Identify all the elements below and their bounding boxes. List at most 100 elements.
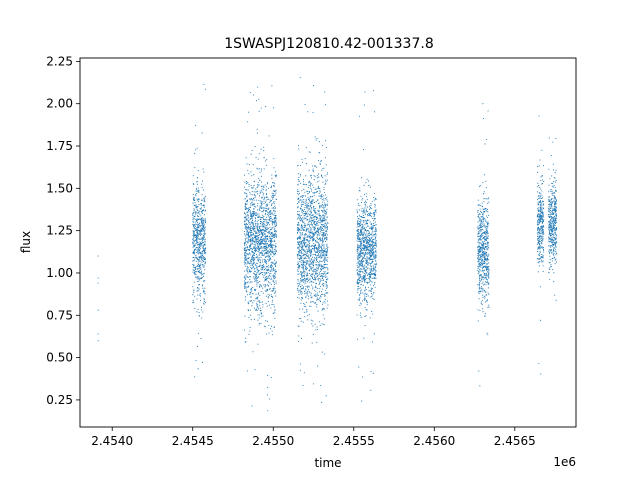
- data-point: [275, 252, 277, 254]
- data-point: [322, 220, 325, 222]
- data-point: [308, 295, 310, 297]
- data-point: [195, 236, 197, 239]
- data-point: [316, 258, 318, 260]
- data-point: [258, 98, 260, 100]
- data-point: [244, 257, 246, 259]
- data-point: [193, 227, 195, 229]
- data-point: [260, 301, 262, 303]
- data-point: [199, 272, 201, 274]
- data-point: [314, 323, 316, 325]
- data-point: [325, 220, 327, 222]
- data-point: [364, 247, 366, 250]
- data-point: [252, 276, 255, 278]
- data-point: [368, 253, 370, 255]
- data-point: [298, 258, 300, 260]
- data-point: [250, 204, 252, 206]
- data-point: [307, 285, 309, 287]
- data-point: [356, 240, 358, 242]
- data-point: [311, 244, 313, 246]
- data-point: [255, 247, 257, 249]
- data-point: [257, 184, 259, 186]
- data-point: [306, 202, 308, 204]
- data-point: [254, 263, 256, 265]
- data-point: [203, 250, 205, 252]
- data-point: [258, 254, 260, 256]
- data-point: [313, 250, 315, 252]
- data-point: [316, 230, 319, 232]
- data-point: [202, 275, 205, 277]
- data-point: [246, 253, 248, 255]
- data-point: [274, 317, 276, 319]
- data-point: [482, 308, 484, 310]
- data-point: [301, 256, 303, 258]
- data-point: [301, 298, 303, 300]
- data-point: [318, 213, 320, 215]
- data-point: [252, 265, 254, 267]
- data-point: [312, 226, 314, 228]
- data-point: [195, 238, 198, 240]
- data-point: [264, 273, 266, 275]
- data-point: [256, 167, 258, 169]
- data-point: [250, 296, 252, 298]
- data-point: [359, 247, 361, 249]
- data-point: [249, 236, 251, 238]
- data-point: [477, 255, 479, 257]
- data-point: [265, 189, 267, 191]
- data-point: [258, 300, 260, 302]
- data-point: [368, 276, 370, 278]
- data-point: [192, 239, 194, 241]
- data-point: [261, 250, 263, 252]
- data-point: [244, 341, 246, 343]
- data-point: [364, 278, 366, 281]
- data-point: [373, 90, 375, 92]
- data-point: [261, 203, 263, 205]
- data-point: [259, 210, 261, 212]
- data-point: [257, 266, 259, 268]
- data-point: [306, 252, 308, 254]
- data-point: [203, 198, 205, 200]
- data-point: [326, 266, 328, 268]
- data-point: [365, 286, 367, 288]
- data-point: [325, 229, 327, 231]
- data-point: [308, 213, 310, 215]
- data-point: [256, 190, 259, 192]
- data-point: [372, 285, 375, 287]
- data-point: [315, 329, 317, 331]
- data-point: [317, 292, 319, 294]
- data-point: [193, 252, 195, 254]
- data-point: [297, 201, 299, 203]
- data-point: [274, 227, 276, 229]
- data-point: [299, 252, 301, 254]
- data-point: [370, 214, 372, 216]
- data-point: [324, 222, 326, 224]
- data-point: [193, 291, 195, 293]
- data-point: [262, 266, 265, 268]
- data-point: [362, 277, 364, 279]
- data-point: [321, 277, 323, 279]
- data-point: [259, 258, 261, 260]
- data-point: [258, 239, 260, 241]
- data-point: [321, 243, 323, 245]
- data-point: [312, 301, 314, 303]
- data-point: [267, 187, 270, 189]
- data-point: [298, 190, 300, 192]
- data-point: [272, 262, 274, 264]
- data-point: [321, 144, 323, 146]
- data-point: [374, 254, 376, 256]
- data-point: [298, 177, 300, 179]
- data-point: [262, 254, 264, 256]
- data-point: [197, 225, 199, 227]
- data-point: [361, 259, 363, 261]
- data-point: [314, 244, 316, 246]
- data-point: [270, 249, 272, 252]
- data-point: [201, 241, 203, 243]
- data-point: [254, 197, 256, 199]
- data-point: [266, 223, 269, 225]
- data-point: [324, 275, 326, 277]
- data-point: [201, 251, 203, 253]
- data-point: [312, 184, 314, 186]
- data-point: [310, 200, 312, 202]
- data-point: [260, 168, 263, 170]
- data-point: [320, 160, 322, 162]
- data-point: [367, 248, 369, 250]
